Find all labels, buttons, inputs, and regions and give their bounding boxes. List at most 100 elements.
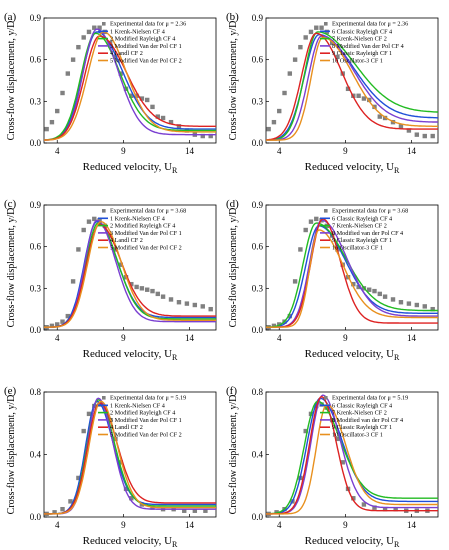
- experimental-point: [49, 323, 55, 329]
- chart-panel: (a) 4 9 14 0.0 0.3 0.6 0.9 Reduced velocity, UR C…: [4, 11, 217, 175]
- experimental-point: [406, 128, 412, 133]
- experimental-point: [192, 302, 198, 308]
- series-line: [265, 31, 438, 141]
- legend-label: 9 Classic Rayleigh CF 1: [332, 50, 392, 57]
- experimental-point: [155, 114, 160, 119]
- panel-label: (d): [226, 198, 239, 210]
- panel-label: (a): [4, 11, 17, 23]
- legend-label: 1 Krenk-Nielsen CF 4: [110, 402, 165, 409]
- experimental-point: [422, 133, 427, 139]
- series-line: [43, 31, 216, 141]
- series-line: [266, 225, 438, 328]
- y-tick-label: 0.9: [252, 13, 264, 23]
- experimental-point: [97, 25, 102, 30]
- series-line: [44, 402, 216, 515]
- experimental-point: [277, 108, 282, 114]
- experimental-point: [308, 29, 314, 35]
- experimental-point: [70, 57, 76, 62]
- experimental-point: [382, 294, 388, 299]
- legend-label: 6 Classic Rayleigh CF 4: [332, 215, 392, 222]
- experimental-point: [168, 119, 174, 125]
- x-tick-label: 9: [121, 333, 126, 343]
- x-axis-label: Reduced velocity, UR: [83, 161, 178, 175]
- y-tick-label: 0.3: [30, 96, 42, 106]
- legend-label: 1 Krenk-Nielsen CF 4: [110, 215, 165, 222]
- experimental-point: [308, 219, 314, 224]
- panel-label: (c): [4, 198, 17, 210]
- experimental-point: [200, 133, 205, 139]
- x-tick-label: 4: [55, 146, 60, 156]
- experimental-point: [319, 25, 324, 30]
- y-tick-label: 0.8: [30, 387, 42, 397]
- legend-marker-experimental: [102, 396, 106, 400]
- x-tick-label: 4: [277, 520, 282, 530]
- series-line: [265, 32, 438, 141]
- legend-label: 2 Modified Rayleigh CF 4: [110, 410, 175, 417]
- legend-marker-experimental: [324, 396, 328, 400]
- experimental-point: [176, 300, 182, 305]
- legend-label: 3 Modified Van der Pol CF 1: [110, 230, 182, 237]
- x-tick-label: 4: [277, 146, 282, 156]
- legend-label: 10 Oscillator-3 CF 1: [332, 58, 383, 65]
- y-tick-label: 0.0: [252, 325, 264, 335]
- experimental-point: [398, 124, 404, 129]
- experimental-point: [422, 304, 427, 309]
- experimental-point: [303, 35, 308, 40]
- x-axis-label-text: Reduced velocity, U: [83, 348, 172, 360]
- panel-label: (e): [4, 385, 17, 397]
- y-tick-label: 0.6: [252, 242, 264, 252]
- experimental-point: [118, 262, 123, 267]
- experimental-point: [292, 279, 298, 284]
- y-tick-label: 0.0: [252, 138, 264, 148]
- y-tick-label: 0.9: [30, 13, 42, 23]
- legend-marker-experimental: [102, 22, 106, 26]
- experimental-point: [145, 97, 150, 103]
- experimental-point: [81, 35, 86, 40]
- experimental-point: [81, 227, 86, 233]
- experimental-point: [345, 86, 351, 92]
- experimental-point: [192, 508, 198, 513]
- legend-label: 7 Krenk-Nielsen CF 2: [332, 410, 387, 417]
- experimental-point: [398, 300, 404, 305]
- legend-label: 5 Modified Van der Pol CF 2: [110, 58, 182, 65]
- legend-label: 3 Modified Van der Pol CF 1: [110, 417, 182, 424]
- experimental-point: [123, 486, 129, 492]
- experimental-point: [266, 126, 271, 132]
- x-tick-label: 9: [343, 520, 348, 530]
- y-axis-label: Cross-flow displacement, y/D: [6, 395, 17, 515]
- legend-label: 9 Classic Rayleigh CF 1: [332, 424, 392, 431]
- x-tick-label: 4: [55, 333, 60, 343]
- y-tick-label: 0.3: [30, 283, 42, 293]
- experimental-point: [60, 90, 65, 96]
- experimental-point: [97, 218, 102, 223]
- experimental-point: [414, 302, 420, 308]
- experimental-point: [182, 508, 187, 513]
- y-tick-label: 0.0: [30, 138, 42, 148]
- experimental-point: [92, 216, 97, 222]
- y-tick-label: 0.9: [252, 200, 264, 210]
- x-tick-label: 9: [343, 333, 348, 343]
- y-tick-label: 0.0: [30, 325, 42, 335]
- chart-panel: (f) 4 9 14 0.0 0.4 0.8 Reduced velocity, UR Cros…: [226, 385, 439, 549]
- legend-marker-experimental: [324, 22, 328, 26]
- series-line: [44, 223, 216, 328]
- x-axis-label-subscript: R: [172, 353, 178, 362]
- experimental-point: [329, 40, 335, 46]
- legend-marker-experimental: [324, 209, 328, 213]
- experimental-point: [208, 306, 213, 312]
- experimental-point: [335, 54, 340, 60]
- x-axis-label-text: Reduced velocity, U: [305, 348, 394, 360]
- x-axis-label-text: Reduced velocity, U: [83, 535, 172, 547]
- legend-label: 2 Modified Rayleigh CF 4: [110, 223, 175, 230]
- experimental-point: [52, 510, 57, 515]
- experimental-point: [86, 411, 92, 417]
- x-tick-label: 14: [185, 333, 195, 343]
- legend-marker-experimental: [102, 209, 106, 213]
- experimental-point: [134, 284, 139, 290]
- series-line: [266, 400, 438, 515]
- experimental-point: [76, 475, 81, 481]
- x-axis-label: Reduced velocity, UR: [305, 535, 400, 549]
- x-tick-label: 14: [185, 146, 195, 156]
- experimental-point: [76, 44, 81, 50]
- experimental-point: [134, 93, 139, 98]
